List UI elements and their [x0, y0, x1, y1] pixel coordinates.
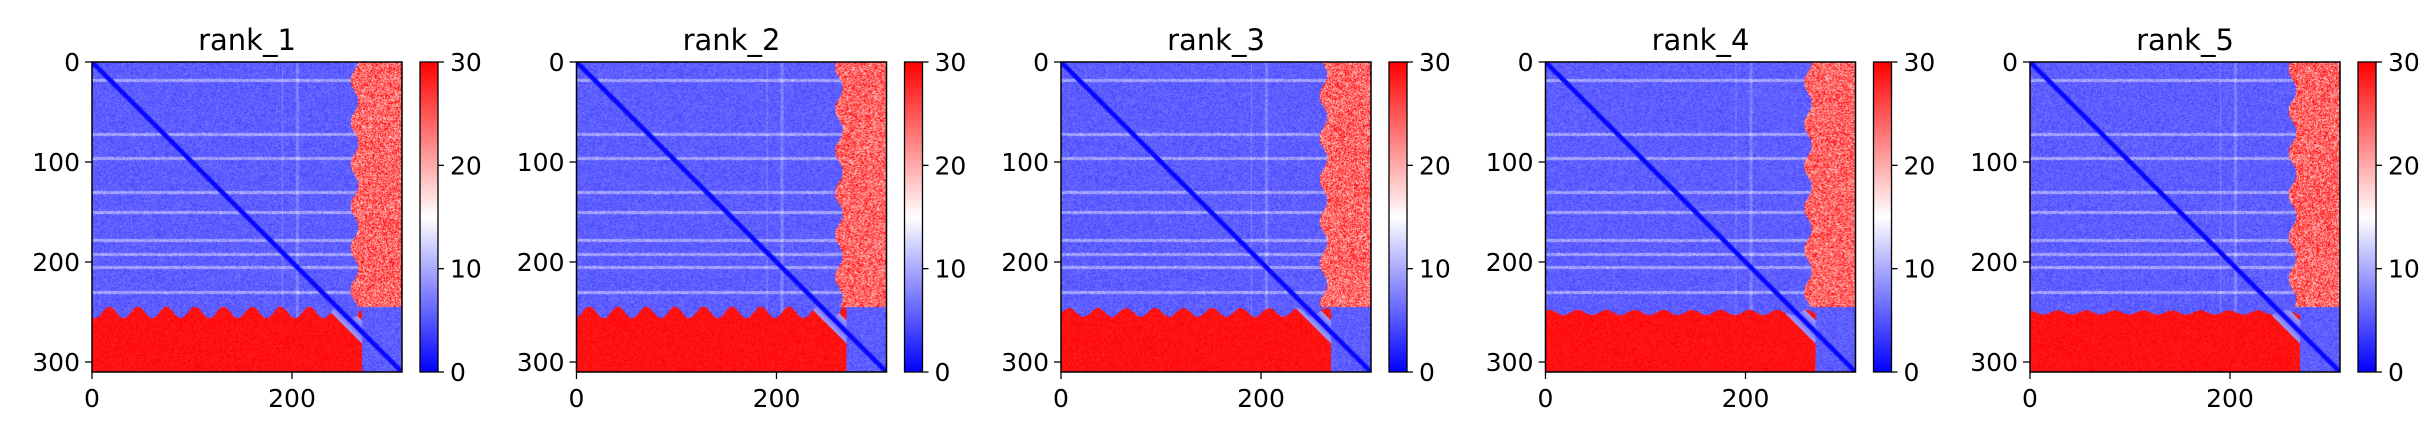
heatmap-image	[1545, 62, 1856, 372]
axes-frame	[2029, 61, 2341, 373]
y-tick-label: 100	[517, 148, 565, 177]
colorbar-tick-label: 0	[450, 358, 466, 387]
colorbar-tick-label: 20	[1904, 151, 1936, 180]
colorbar	[1872, 61, 1893, 373]
colorbar-tick-label: 0	[935, 358, 951, 387]
x-tick-label: 0	[84, 384, 100, 413]
panel-title: rank_1	[198, 23, 296, 57]
colorbar-tick-label: 20	[935, 151, 967, 180]
colorbar-tick-label: 30	[450, 48, 482, 77]
y-tick-label: 0	[64, 48, 80, 77]
y-tick-label: 100	[1001, 148, 1049, 177]
y-tick-label: 100	[1486, 148, 1534, 177]
colorbar-tick-label: 10	[935, 255, 967, 284]
colorbar-tick-label: 0	[1419, 358, 1435, 387]
heatmap-image	[576, 62, 887, 372]
y-tick-label: 200	[1970, 248, 2018, 277]
colorbar-tick-label: 30	[2388, 48, 2420, 77]
panel-title: rank_3	[1167, 23, 1265, 57]
axes-frame	[1544, 61, 1857, 373]
colorbar-tick-label: 30	[1904, 48, 1936, 77]
x-tick-label: 0	[2022, 384, 2038, 413]
x-tick-label: 200	[2206, 384, 2254, 413]
x-tick-label: 200	[1237, 384, 1285, 413]
colorbar-tick-label: 0	[2388, 358, 2404, 387]
x-tick-label: 200	[753, 384, 801, 413]
x-tick-label: 0	[1053, 384, 1069, 413]
y-tick-label: 200	[517, 248, 565, 277]
heatmap-image	[1061, 62, 1371, 372]
y-tick-label: 300	[517, 348, 565, 377]
colorbar-tick-label: 30	[935, 48, 967, 77]
y-tick-label: 300	[1001, 348, 1049, 377]
y-tick-label: 0	[1033, 48, 1049, 77]
panel-title: rank_4	[1652, 23, 1750, 57]
colorbar	[2357, 61, 2377, 373]
colorbar-tick-label: 20	[1419, 151, 1451, 180]
x-tick-label: 0	[1538, 384, 1554, 413]
heatmap-image	[2030, 62, 2340, 372]
panel-title: rank_5	[2136, 23, 2234, 57]
colorbar-tick-label: 10	[450, 255, 482, 284]
colorbar-tick-label: 10	[1419, 255, 1451, 284]
colorbar-tick-label: 0	[1904, 358, 1920, 387]
axes-frame	[91, 61, 403, 373]
y-tick-label: 300	[32, 348, 80, 377]
colorbar-tick-label: 10	[1904, 255, 1936, 284]
axes-frame	[1060, 61, 1372, 373]
panel-title: rank_2	[683, 23, 781, 57]
colorbar	[419, 61, 439, 373]
y-tick-label: 200	[1001, 248, 1049, 277]
colorbar-tick-label: 20	[450, 151, 482, 180]
y-tick-label: 100	[1970, 148, 2018, 177]
y-tick-label: 300	[1970, 348, 2018, 377]
colorbar-tick-label: 20	[2388, 151, 2420, 180]
colorbar-tick-label: 10	[2388, 255, 2420, 284]
y-tick-label: 200	[1486, 248, 1534, 277]
y-tick-label: 200	[32, 248, 80, 277]
y-tick-label: 0	[1518, 48, 1534, 77]
colorbar-tick-label: 30	[1419, 48, 1451, 77]
x-tick-label: 200	[268, 384, 316, 413]
y-tick-label: 300	[1486, 348, 1534, 377]
axes-frame	[575, 61, 888, 373]
x-tick-label: 0	[569, 384, 585, 413]
y-tick-label: 0	[549, 48, 565, 77]
heatmap-image	[92, 62, 402, 372]
y-tick-label: 100	[32, 148, 80, 177]
colorbar	[903, 61, 924, 373]
x-tick-label: 200	[1722, 384, 1770, 413]
y-tick-label: 0	[2002, 48, 2018, 77]
colorbar	[1388, 61, 1408, 373]
